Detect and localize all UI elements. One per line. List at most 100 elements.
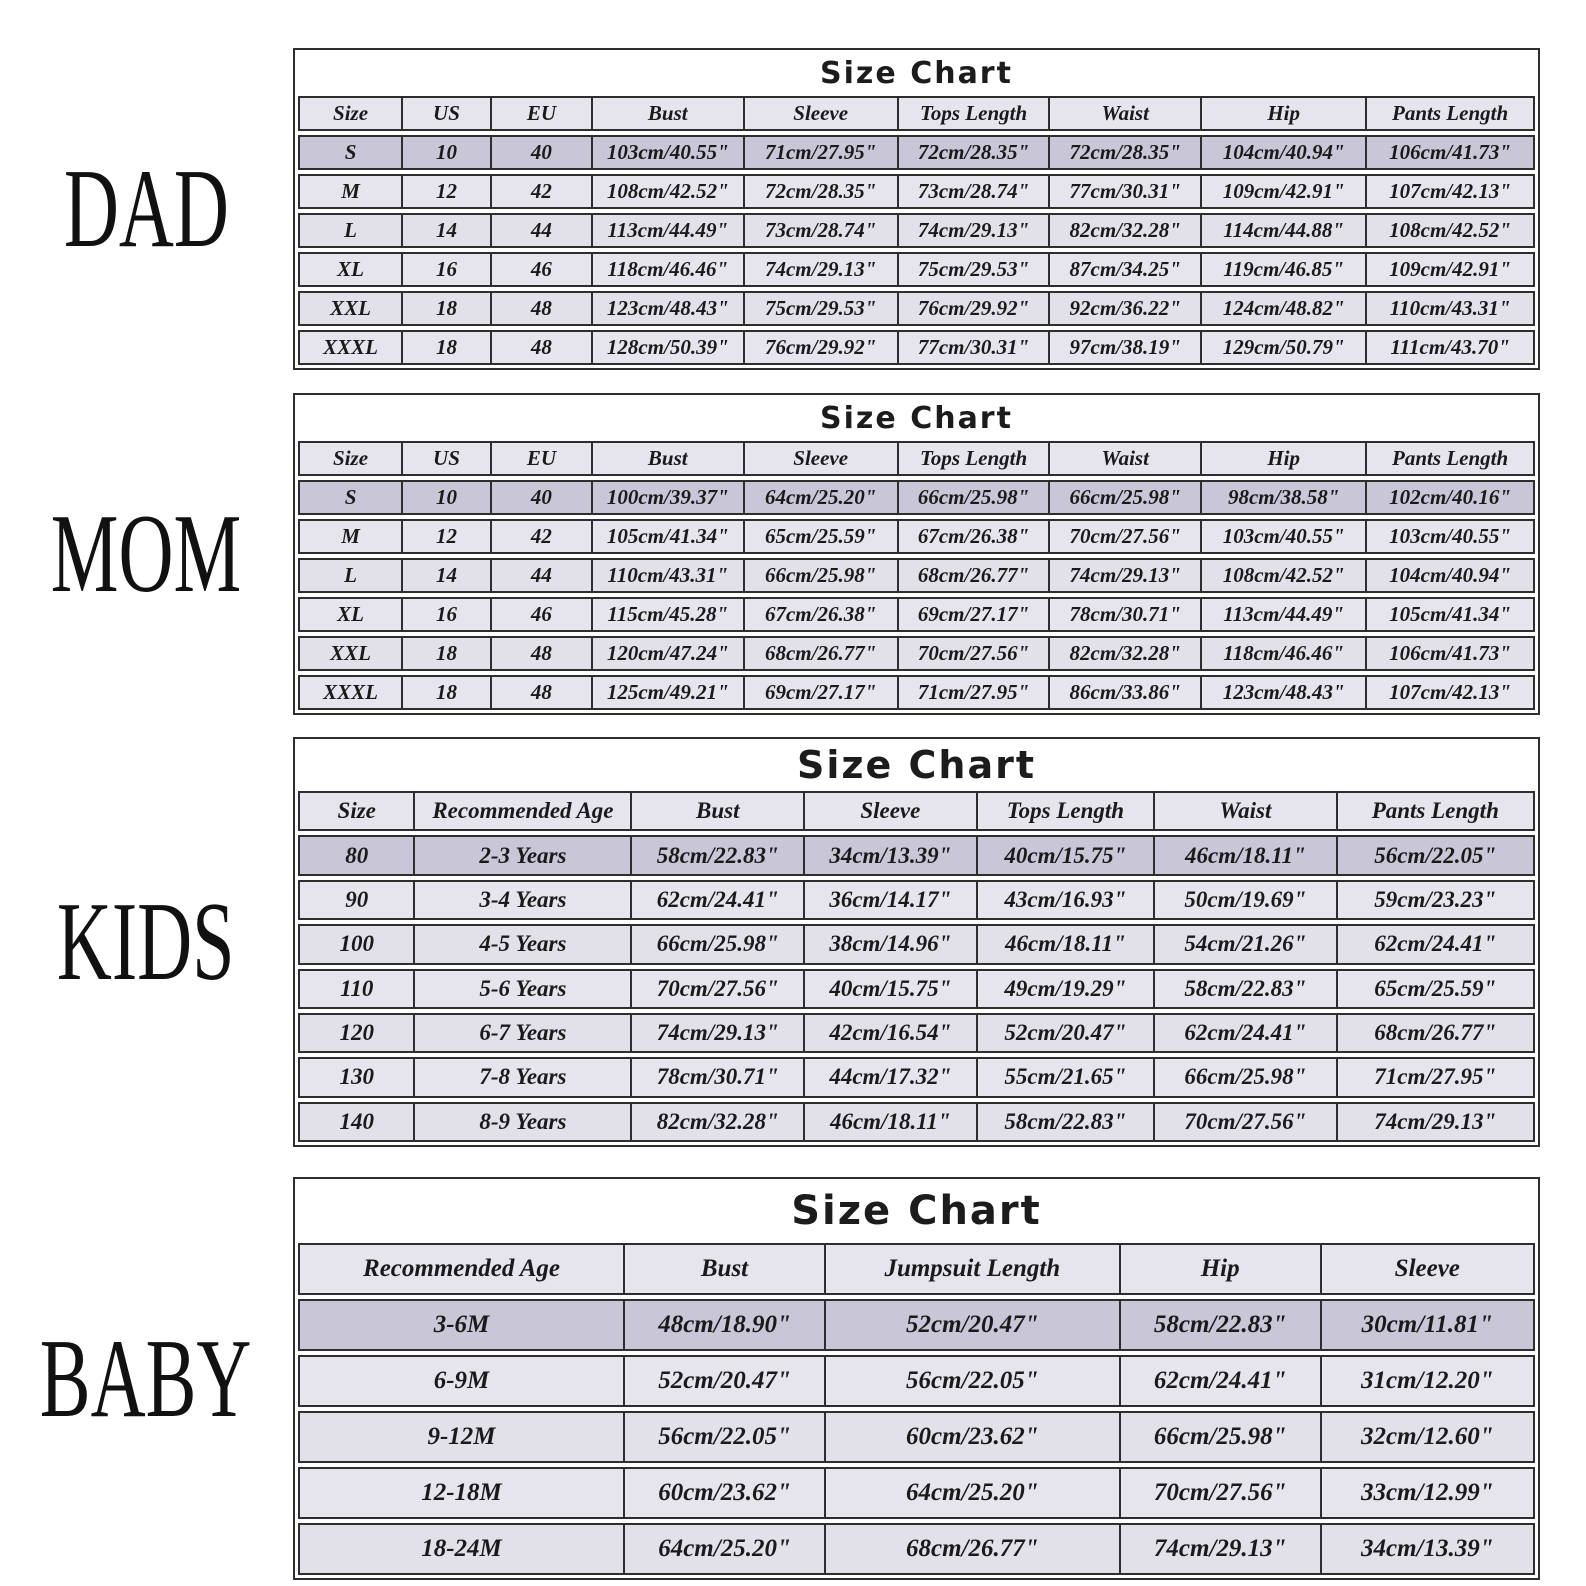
table-row: 90 3-4 Years 62cm/24.41" 36cm/14.17" 43cm/16… xyxy=(298,879,1535,921)
column-header: EU xyxy=(489,98,591,129)
table-cell: 42 xyxy=(489,176,591,207)
table-row: S 10 40 100cm/39.37" 64cm/25.20" 66cm/25.98" 6… xyxy=(298,480,1535,515)
table-cell: 36cm/14.17" xyxy=(803,881,976,919)
table-cell: 82cm/32.28" xyxy=(630,1103,803,1140)
table-cell: 86cm/33.86" xyxy=(1048,677,1200,708)
table-cell: XXL xyxy=(330,641,371,665)
table-cell: 78cm/30.71" xyxy=(1048,599,1200,630)
table-rows: Recommended Age Bust Jumpsuit Length Hip Sle… xyxy=(298,1243,1535,1575)
section-label-text: DAD xyxy=(63,147,229,271)
table-row: XL 16 46 118cm/46.46" 74cm/29.13" 75cm/29.53"… xyxy=(298,252,1535,287)
table-cell: 50cm/19.69" xyxy=(1153,881,1335,919)
table-cell: 55cm/21.65" xyxy=(975,1059,1154,1096)
table-cell: 103cm/40.55" xyxy=(1200,521,1365,552)
table-cell: 40cm/15.75" xyxy=(803,970,976,1007)
table-cell: 60cm/23.62" xyxy=(623,1469,824,1517)
table-cell: 68cm/26.77" xyxy=(896,560,1049,591)
table-cell: 46cm/18.11" xyxy=(1153,837,1335,874)
table-cell: 74cm/29.13" xyxy=(742,254,897,285)
table-cell: 140 xyxy=(339,1108,374,1134)
table-cell: 48cm/18.90" xyxy=(623,1301,824,1349)
table-cell: 72cm/28.35" xyxy=(896,137,1049,168)
table-cell: 59cm/23.23" xyxy=(1335,881,1533,919)
table-cell: 105cm/41.34" xyxy=(1365,599,1533,630)
table-cell: 46cm/18.11" xyxy=(803,1103,976,1140)
table-cell: 113cm/44.49" xyxy=(590,215,743,246)
table-cell: 52cm/20.47" xyxy=(975,1014,1154,1052)
column-header: EU xyxy=(489,443,591,474)
table-cell: 10 xyxy=(401,137,490,168)
table-cell: 71cm/27.95" xyxy=(742,137,897,168)
table-cell: 123cm/48.43" xyxy=(590,293,743,324)
table-cell: 68cm/26.77" xyxy=(1335,1014,1533,1052)
table-cell: 48 xyxy=(489,638,591,669)
section-mom: MOM Size Chart Size US EU Bust Sleeve Tops Le… xyxy=(0,393,1586,715)
table-header-row: Size Recommended Age Bust Sleeve Tops Length… xyxy=(298,791,1535,832)
table-cell: 38cm/14.96" xyxy=(803,926,976,963)
table-cell: XXXL xyxy=(323,335,378,359)
table-cell: 65cm/25.59" xyxy=(742,521,897,552)
table-cell: 120 xyxy=(339,1020,374,1046)
section-label-mom: MOM xyxy=(0,393,292,715)
table-cell: 42 xyxy=(489,521,591,552)
table-cell: 58cm/22.83" xyxy=(1118,1301,1320,1349)
table-cell: 125cm/49.21" xyxy=(590,677,743,708)
table-cell: 30cm/11.81" xyxy=(1319,1301,1533,1349)
table-cell: 56cm/22.05" xyxy=(623,1413,824,1461)
size-chart-title: Size Chart xyxy=(298,1179,1535,1243)
table-cell: 70cm/27.56" xyxy=(1153,1103,1335,1140)
table-cell: 75cm/29.53" xyxy=(742,293,897,324)
table-cell: 62cm/24.41" xyxy=(630,881,803,919)
table-cell: 110cm/43.31" xyxy=(590,560,743,591)
table-cell: 56cm/22.05" xyxy=(824,1357,1119,1405)
table-cell: 108cm/42.52" xyxy=(1200,560,1365,591)
table-cell: 64cm/25.20" xyxy=(623,1525,824,1573)
table-row: XXL 18 48 123cm/48.43" 75cm/29.53" 76cm/29.92… xyxy=(298,291,1535,326)
table-cell: 40cm/15.75" xyxy=(975,837,1154,874)
table-cell: 98cm/38.58" xyxy=(1200,482,1365,513)
table-cell: 48 xyxy=(489,293,591,324)
column-header: US xyxy=(401,443,490,474)
table-cell: 14 xyxy=(401,560,490,591)
table-cell: 97cm/38.19" xyxy=(1048,332,1200,363)
table-cell: 76cm/29.92" xyxy=(742,332,897,363)
table-cell: 48 xyxy=(489,677,591,708)
table-cell: 77cm/30.31" xyxy=(896,332,1049,363)
table-rows: Size US EU Bust Sleeve Tops Length Waist Hip Pan… xyxy=(298,96,1535,365)
column-header: Pants Length xyxy=(1365,443,1533,474)
table-row: 140 8-9 Years 82cm/32.28" 46cm/18.11" 58cm/2… xyxy=(298,1101,1535,1142)
table-cell: 3-4 Years xyxy=(413,881,630,919)
table-cell: 42cm/16.54" xyxy=(803,1014,976,1052)
table-cell: 74cm/29.13" xyxy=(1335,1103,1533,1140)
table-cell: 113cm/44.49" xyxy=(1200,599,1365,630)
table-cell: 65cm/25.59" xyxy=(1335,970,1533,1007)
table-cell: M xyxy=(341,179,360,203)
table-cell: 56cm/22.05" xyxy=(1335,837,1533,874)
table-cell: 104cm/40.94" xyxy=(1200,137,1365,168)
table-cell: 71cm/27.95" xyxy=(896,677,1049,708)
table-cell: XL xyxy=(337,257,364,281)
column-header: US xyxy=(401,98,490,129)
column-header: Jumpsuit Length xyxy=(824,1245,1119,1293)
table-cell: 58cm/22.83" xyxy=(1153,970,1335,1007)
table-cell: XXXL xyxy=(323,680,378,704)
table-cell: 74cm/29.13" xyxy=(1118,1525,1320,1573)
table-row: XL 16 46 115cm/45.28" 67cm/26.38" 69cm/27.17"… xyxy=(298,597,1535,632)
column-header: Tops Length xyxy=(896,443,1049,474)
table-cell: 46 xyxy=(489,599,591,630)
table-cell: 16 xyxy=(401,254,490,285)
table-cell: 3-6M xyxy=(433,1311,490,1338)
table-cell: 87cm/34.25" xyxy=(1048,254,1200,285)
table-cell: 46 xyxy=(489,254,591,285)
table-cell: 66cm/25.98" xyxy=(1048,482,1200,513)
table-cell: 100cm/39.37" xyxy=(590,482,743,513)
column-header: Hip xyxy=(1200,98,1365,129)
column-header: Sleeve xyxy=(1319,1245,1533,1293)
table-cell: 52cm/20.47" xyxy=(623,1357,824,1405)
table-cell: 40 xyxy=(489,137,591,168)
table-row: 120 6-7 Years 74cm/29.13" 42cm/16.54" 52cm/2… xyxy=(298,1012,1535,1054)
table-cell: 31cm/12.20" xyxy=(1319,1357,1533,1405)
table-cell: 2-3 Years xyxy=(413,837,630,874)
table-cell: 14 xyxy=(401,215,490,246)
